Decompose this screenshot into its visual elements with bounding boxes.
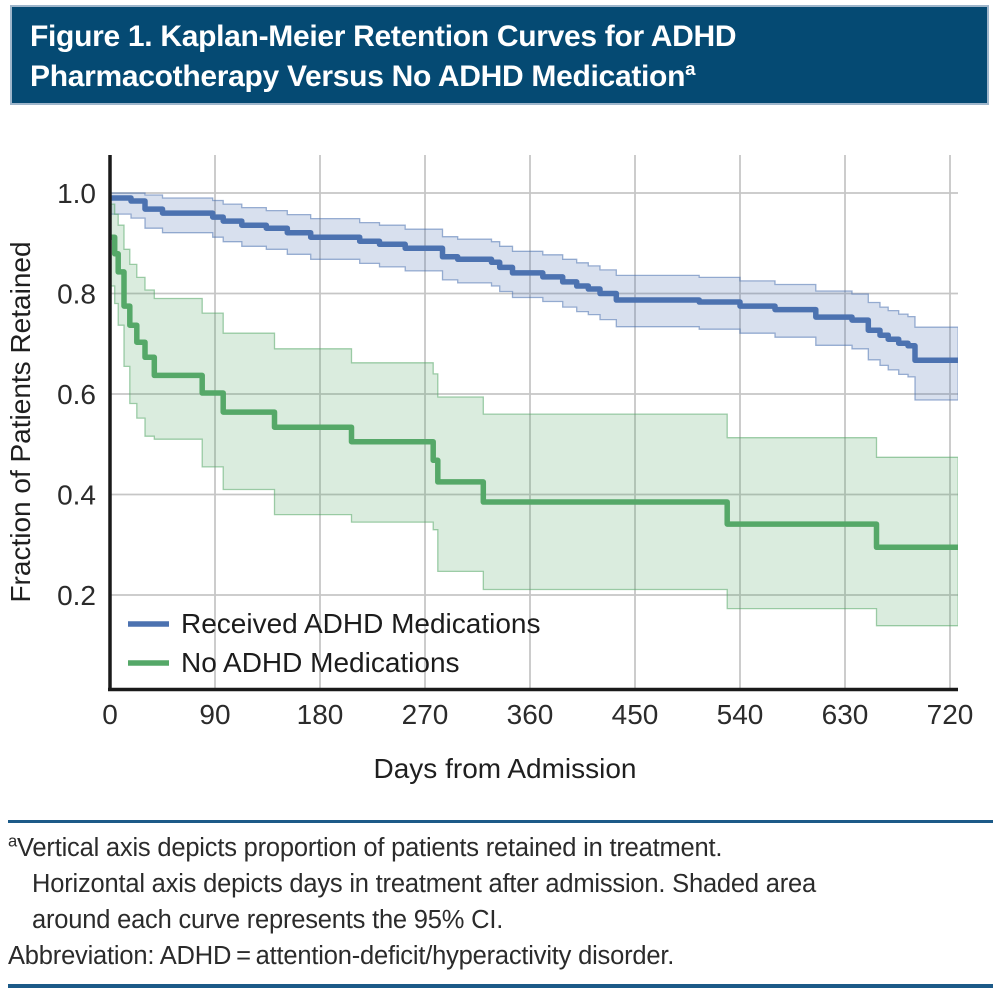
x-tick-label: 270 — [402, 699, 449, 730]
gridlines — [110, 155, 958, 688]
y-tick-label: 0.6 — [57, 379, 96, 410]
x-tick-labels: 0 90 180 270 360 450 540 630 720 — [102, 699, 973, 730]
figure-title-bar: Figure 1. Kaplan-Meier Retention Curves … — [10, 5, 989, 105]
x-tick-label: 180 — [297, 699, 344, 730]
y-tick-label: 0.2 — [57, 580, 96, 611]
y-tick-label: 0.8 — [57, 279, 96, 310]
footnote-line-2: Horizontal axis depicts days in treatmen… — [32, 870, 816, 898]
figure-title-line2: Pharmacotherapy Versus No ADHD Medicatio… — [30, 58, 696, 93]
y-tick-labels: 1.0 0.8 0.6 0.4 0.2 — [57, 178, 96, 611]
x-tick-label: 450 — [612, 699, 659, 730]
x-tick-label: 360 — [507, 699, 554, 730]
ci-bands — [110, 192, 958, 627]
x-tick-label: 540 — [717, 699, 764, 730]
km-curve — [110, 195, 958, 364]
legend-label-no-adhd-medications: No ADHD Medications — [181, 647, 460, 678]
legend-label-received-adhd-medications: Received ADHD Medications — [181, 608, 541, 639]
ci-band — [110, 203, 958, 627]
title-footnote-marker: a — [685, 58, 696, 79]
figure-footnote: aVertical axis depicts proportion of pat… — [8, 820, 993, 988]
km-chart: 0 90 180 270 360 450 540 630 720 1.0 0.8 0.6 0.4 0.2… — [0, 130, 1001, 820]
y-tick-label: 1.0 — [57, 178, 96, 209]
x-tick-label: 720 — [927, 699, 974, 730]
legend: Received ADHD Medications No ADHD Medica… — [128, 608, 541, 678]
footnote-marker: a — [8, 831, 18, 851]
footnote-line-3: around each curve represents the 95% CI. — [32, 906, 504, 934]
x-tick-label: 630 — [822, 699, 869, 730]
y-tick-label: 0.4 — [57, 480, 96, 511]
x-tick-label: 90 — [199, 699, 230, 730]
x-axis-title: Days from Admission — [374, 753, 637, 784]
km-curve — [110, 234, 958, 551]
figure-title-line1: Figure 1. Kaplan-Meier Retention Curves … — [30, 20, 737, 53]
footnote-line-1: aVertical axis depicts proportion of pat… — [8, 831, 723, 862]
km-curves — [110, 195, 958, 551]
x-tick-label: 0 — [102, 699, 118, 730]
y-axis-title: Fraction of Patients Retained — [5, 241, 36, 602]
footnote-abbreviation: Abbreviation: ADHD = attention-deficit/h… — [8, 942, 675, 970]
ci-band — [110, 192, 958, 401]
km-chart-svg: 0 90 180 270 360 450 540 630 720 1.0 0.8 0.6 0.4 0.2… — [5, 155, 973, 784]
